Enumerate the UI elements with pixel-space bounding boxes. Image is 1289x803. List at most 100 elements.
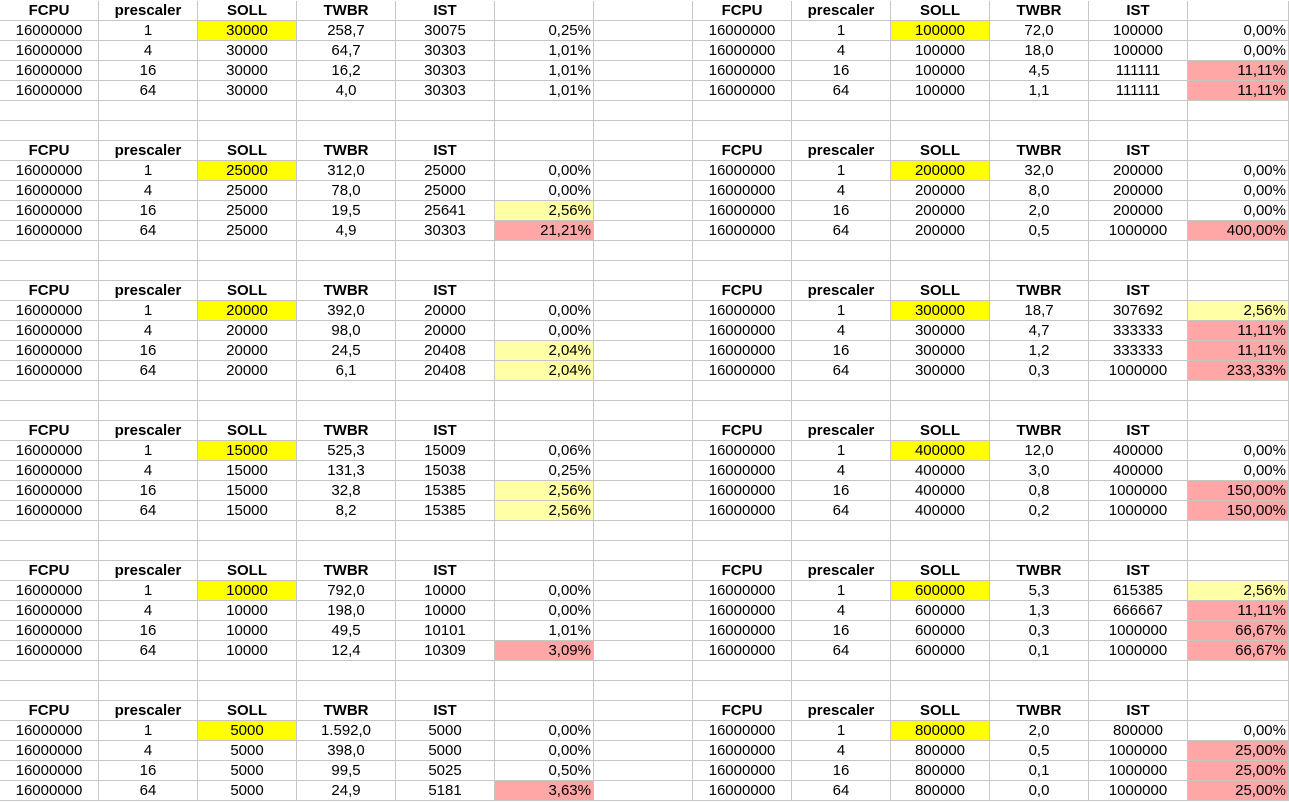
empty-cell[interactable] (693, 381, 792, 401)
empty-cell[interactable] (594, 281, 693, 301)
cell-twbr[interactable]: 312,0 (297, 161, 396, 181)
empty-cell[interactable] (594, 661, 693, 681)
cell-prescaler[interactable]: 4 (99, 461, 198, 481)
cell-deviation[interactable]: 0,00% (495, 321, 594, 341)
cell-prescaler[interactable]: 1 (99, 301, 198, 321)
cell-soll[interactable]: 20000 (198, 321, 297, 341)
cell-ist[interactable]: 10101 (396, 621, 495, 641)
empty-cell[interactable] (693, 401, 792, 421)
empty-cell[interactable] (792, 401, 891, 421)
empty-cell[interactable] (297, 241, 396, 261)
empty-cell[interactable] (396, 121, 495, 141)
empty-cell[interactable] (594, 381, 693, 401)
empty-cell[interactable] (594, 701, 693, 721)
empty-cell[interactable] (891, 381, 990, 401)
cell-twbr[interactable]: 18,7 (990, 301, 1089, 321)
cell-prescaler[interactable]: 1 (99, 441, 198, 461)
cell-deviation[interactable]: 0,06% (495, 441, 594, 461)
cell-deviation[interactable]: 0,00% (495, 601, 594, 621)
empty-cell[interactable] (594, 1, 693, 21)
empty-cell[interactable] (693, 241, 792, 261)
cell-fcpu[interactable]: 16000000 (0, 781, 99, 801)
empty-cell[interactable] (990, 401, 1089, 421)
empty-cell[interactable] (792, 541, 891, 561)
cell-soll[interactable]: 5000 (198, 741, 297, 761)
empty-cell[interactable] (1188, 241, 1289, 261)
cell-soll[interactable]: 5000 (198, 721, 297, 741)
column-header-soll[interactable]: SOLL (891, 701, 990, 721)
cell-prescaler[interactable]: 16 (792, 761, 891, 781)
cell-ist[interactable]: 100000 (1089, 41, 1188, 61)
cell-prescaler[interactable]: 1 (792, 161, 891, 181)
empty-cell[interactable] (0, 381, 99, 401)
cell-ist[interactable]: 666667 (1089, 601, 1188, 621)
cell-twbr[interactable]: 0,2 (990, 501, 1089, 521)
column-header-prescaler[interactable]: prescaler (99, 701, 198, 721)
column-header-twbr[interactable]: TWBR (990, 141, 1089, 161)
empty-cell[interactable] (594, 621, 693, 641)
cell-prescaler[interactable]: 4 (792, 601, 891, 621)
cell-prescaler[interactable]: 16 (792, 61, 891, 81)
cell-deviation[interactable]: 1,01% (495, 41, 594, 61)
empty-cell[interactable] (594, 641, 693, 661)
empty-cell[interactable] (297, 401, 396, 421)
empty-cell[interactable] (594, 741, 693, 761)
cell-soll[interactable]: 10000 (198, 641, 297, 661)
column-header-soll[interactable]: SOLL (891, 561, 990, 581)
cell-soll[interactable]: 100000 (891, 41, 990, 61)
cell-ist[interactable]: 15385 (396, 481, 495, 501)
empty-cell[interactable] (594, 561, 693, 581)
empty-cell[interactable] (990, 381, 1089, 401)
cell-prescaler[interactable]: 16 (99, 621, 198, 641)
cell-deviation[interactable]: 0,00% (1188, 181, 1289, 201)
empty-cell[interactable] (297, 381, 396, 401)
cell-ist[interactable]: 5025 (396, 761, 495, 781)
cell-deviation[interactable]: 400,00% (1188, 221, 1289, 241)
cell-twbr[interactable]: 3,0 (990, 461, 1089, 481)
cell-soll[interactable]: 15000 (198, 501, 297, 521)
column-header-deviation[interactable] (1188, 421, 1289, 441)
cell-fcpu[interactable]: 16000000 (0, 221, 99, 241)
empty-cell[interactable] (396, 541, 495, 561)
empty-cell[interactable] (198, 521, 297, 541)
cell-soll[interactable]: 600000 (891, 581, 990, 601)
cell-deviation[interactable]: 11,11% (1188, 81, 1289, 101)
cell-twbr[interactable]: 78,0 (297, 181, 396, 201)
cell-soll[interactable]: 300000 (891, 321, 990, 341)
cell-twbr[interactable]: 0,5 (990, 221, 1089, 241)
cell-ist[interactable]: 30303 (396, 41, 495, 61)
cell-prescaler[interactable]: 4 (99, 181, 198, 201)
column-header-prescaler[interactable]: prescaler (99, 421, 198, 441)
empty-cell[interactable] (495, 521, 594, 541)
cell-fcpu[interactable]: 16000000 (693, 481, 792, 501)
cell-prescaler[interactable]: 4 (792, 741, 891, 761)
column-header-fcpu[interactable]: FCPU (0, 561, 99, 581)
empty-cell[interactable] (297, 121, 396, 141)
empty-cell[interactable] (0, 661, 99, 681)
empty-cell[interactable] (495, 101, 594, 121)
column-header-twbr[interactable]: TWBR (297, 1, 396, 21)
column-header-fcpu[interactable]: FCPU (693, 1, 792, 21)
cell-prescaler[interactable]: 4 (792, 181, 891, 201)
cell-prescaler[interactable]: 16 (792, 341, 891, 361)
cell-prescaler[interactable]: 1 (792, 721, 891, 741)
cell-fcpu[interactable]: 16000000 (0, 201, 99, 221)
cell-prescaler[interactable]: 1 (792, 301, 891, 321)
empty-cell[interactable] (891, 101, 990, 121)
cell-deviation[interactable]: 150,00% (1188, 501, 1289, 521)
empty-cell[interactable] (1089, 121, 1188, 141)
empty-cell[interactable] (99, 101, 198, 121)
empty-cell[interactable] (594, 441, 693, 461)
cell-deviation[interactable]: 0,00% (495, 721, 594, 741)
cell-fcpu[interactable]: 16000000 (693, 581, 792, 601)
empty-cell[interactable] (594, 41, 693, 61)
cell-soll[interactable]: 10000 (198, 601, 297, 621)
empty-cell[interactable] (0, 541, 99, 561)
cell-prescaler[interactable]: 64 (99, 501, 198, 521)
empty-cell[interactable] (594, 541, 693, 561)
cell-ist[interactable]: 800000 (1089, 721, 1188, 741)
cell-ist[interactable]: 1000000 (1089, 741, 1188, 761)
cell-fcpu[interactable]: 16000000 (0, 61, 99, 81)
cell-ist[interactable]: 10309 (396, 641, 495, 661)
